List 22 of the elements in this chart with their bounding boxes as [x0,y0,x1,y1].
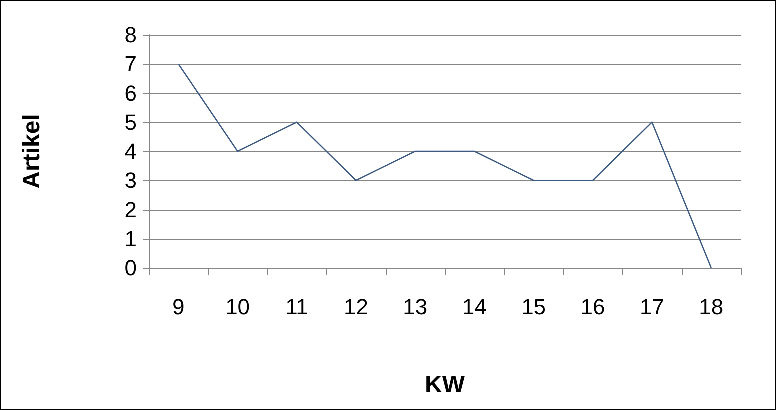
y-tick-label: 5 [124,110,137,135]
y-axis-title: Artikel [18,114,46,189]
x-tick-label: 15 [522,294,546,320]
x-tick-label: 12 [344,294,368,320]
line-series [178,63,712,269]
y-tick-label: 0 [124,256,137,280]
y-tick-label: 1 [124,226,137,252]
x-tick-label: 16 [580,294,606,320]
x-tick-label: 9 [172,294,185,320]
y-tick-label: 8 [124,22,137,48]
y-tick-label: 2 [124,197,137,222]
y-tick-label: 4 [124,139,137,164]
x-tick-label: 17 [640,294,664,320]
x-tick-label: 10 [226,294,250,320]
y-tick-label: 3 [124,168,137,194]
x-tick-label: 13 [403,294,428,320]
y-tick-label: 7 [124,52,137,77]
x-tick-label: 11 [286,294,308,320]
x-tick-label: 14 [462,294,487,320]
x-axis-title: KW [425,372,466,398]
x-tick-label: 18 [699,294,724,320]
y-tick-label: 6 [124,80,137,106]
